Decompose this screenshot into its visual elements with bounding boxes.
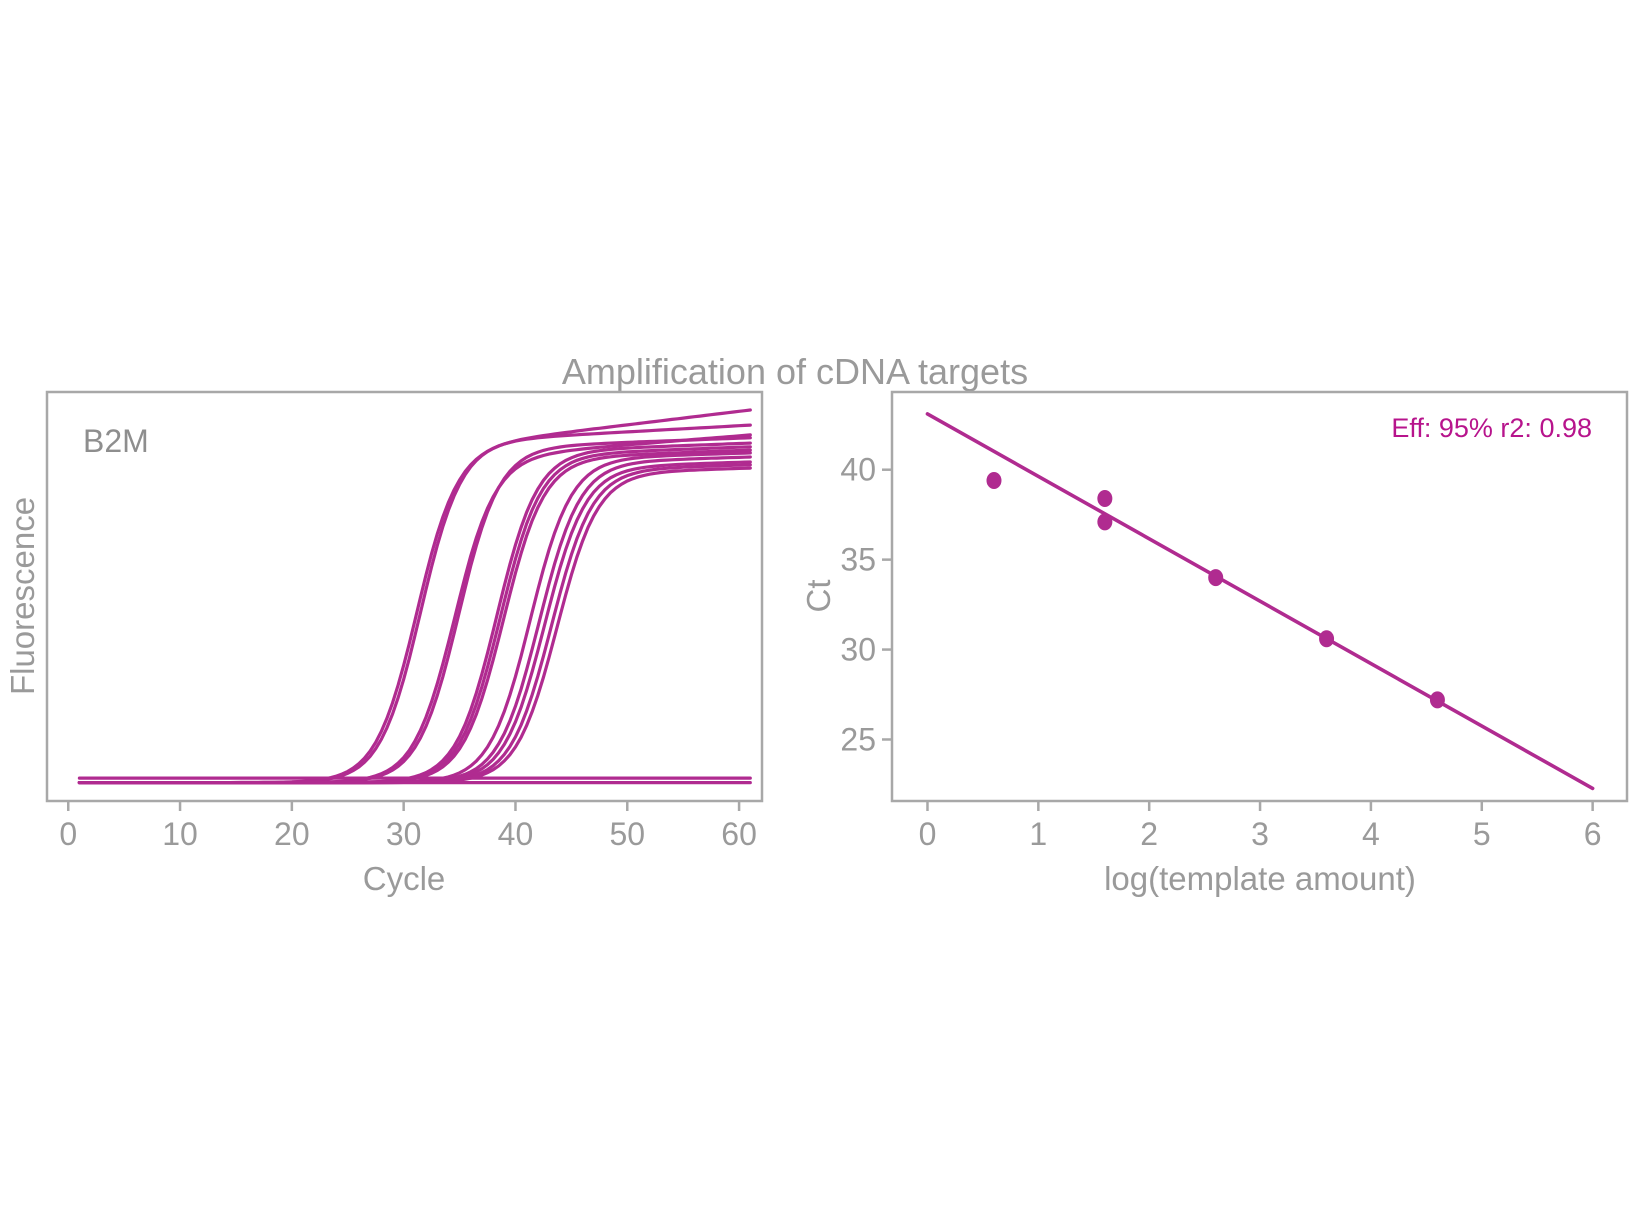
regression-line <box>925 412 1595 791</box>
amplification-x-axis-ticks: 0 10 20 30 40 50 60 <box>59 801 757 852</box>
amplification-curves <box>77 408 752 785</box>
amplification-curve <box>77 441 752 785</box>
data-point <box>1319 630 1335 648</box>
amplification-curve <box>77 433 752 785</box>
data-point <box>1097 513 1113 531</box>
x-tick-label: 20 <box>274 816 310 852</box>
x-tick-label: 30 <box>386 816 422 852</box>
standard-curve-panel-border <box>890 390 1629 803</box>
standard-curve-axis-ticks: 0 1 2 3 4 5 6 25 30 35 40 <box>840 452 1601 852</box>
y-tick-label: 30 <box>840 632 876 668</box>
x-tick-label: 1 <box>1029 816 1047 852</box>
y-tick-label: 40 <box>840 452 876 488</box>
data-point <box>1429 691 1445 709</box>
x-tick-label: 40 <box>498 816 534 852</box>
standard-curve-plot <box>925 412 1595 791</box>
data-point <box>1097 489 1113 507</box>
x-tick-label: 0 <box>919 816 937 852</box>
standard-curve-y-axis-title: Ct <box>800 580 837 613</box>
x-tick-label: 10 <box>162 816 198 852</box>
data-point <box>1208 569 1224 587</box>
amplification-curve <box>77 423 752 785</box>
data-point <box>986 471 1002 489</box>
x-tick-label: 60 <box>721 816 757 852</box>
y-tick-label: 25 <box>840 721 876 757</box>
x-tick-label: 2 <box>1140 816 1158 852</box>
y-tick-label: 35 <box>840 542 876 578</box>
standard-curve-panel: 0 1 2 3 4 5 6 25 30 35 40 Eff: 95% r2: 0.98 log(te… <box>800 390 1629 897</box>
x-tick-label: 50 <box>609 816 645 852</box>
efficiency-annotation: Eff: 95% r2: 0.98 <box>1391 413 1592 443</box>
x-tick-label: 5 <box>1473 816 1491 852</box>
x-tick-label: 0 <box>59 816 77 852</box>
standard-curve-x-axis-title: log(template amount) <box>1104 860 1416 897</box>
figure-title: Amplification of cDNA targets <box>562 351 1028 392</box>
amplification-y-axis-title: Fluorescence <box>4 497 41 695</box>
amplification-curve <box>77 436 752 785</box>
gene-label: B2M <box>83 423 149 459</box>
x-tick-label: 6 <box>1584 816 1602 852</box>
x-tick-label: 3 <box>1251 816 1269 852</box>
x-tick-label: 4 <box>1362 816 1380 852</box>
amplification-panel: 0 10 20 30 40 50 60 B2M Cycle Fluorescence <box>4 390 764 897</box>
amplification-x-axis-title: Cycle <box>363 860 446 897</box>
